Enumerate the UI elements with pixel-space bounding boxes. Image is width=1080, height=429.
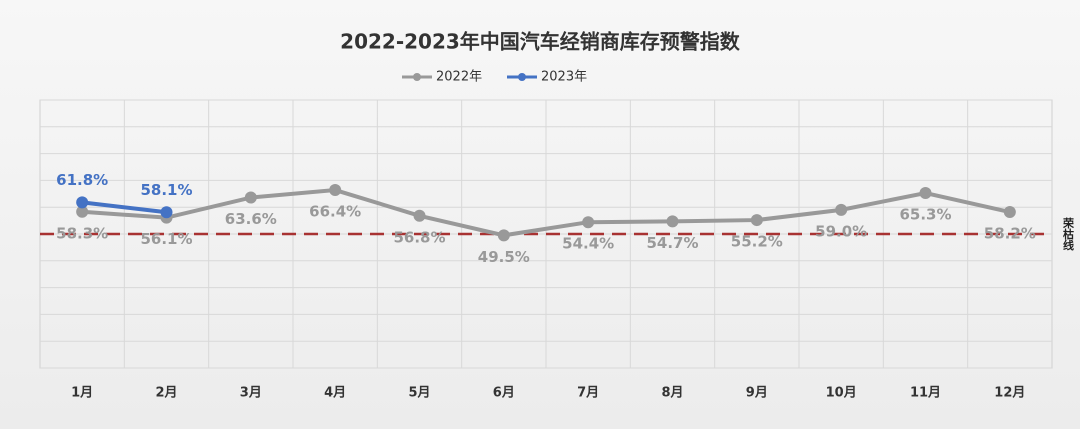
data-label: 58.1% — [140, 181, 192, 199]
data-point — [919, 186, 932, 199]
x-tick-label: 8月 — [661, 386, 683, 401]
x-tick-label: 5月 — [408, 386, 430, 401]
data-label: 49.5% — [478, 248, 530, 266]
x-tick-label: 9月 — [746, 386, 768, 401]
data-point — [413, 209, 426, 222]
x-tick-label: 10月 — [826, 386, 857, 401]
data-label: 54.7% — [646, 234, 698, 252]
legend-marker — [518, 73, 526, 81]
data-label: 63.6% — [225, 210, 277, 228]
data-point — [750, 214, 763, 227]
x-tick-label: 12月 — [994, 386, 1025, 401]
x-tick-label: 3月 — [240, 386, 262, 401]
x-tick-label: 2月 — [155, 386, 177, 401]
reference-label: 荣枯线 — [1062, 216, 1076, 251]
data-label: 61.8% — [56, 171, 108, 189]
x-tick-label: 6月 — [493, 386, 515, 401]
data-point — [1003, 206, 1016, 219]
x-tick-label: 1月 — [71, 386, 93, 401]
data-point — [244, 191, 257, 204]
data-point — [76, 205, 89, 218]
data-label: 56.1% — [140, 230, 192, 248]
data-point — [582, 216, 595, 229]
data-point — [160, 206, 173, 219]
x-tick-label: 7月 — [577, 386, 599, 401]
data-label: 54.4% — [562, 235, 614, 253]
legend-label: 2023年 — [541, 70, 587, 85]
data-point — [329, 184, 342, 197]
data-label: 65.3% — [899, 205, 951, 223]
data-label: 59.0% — [815, 222, 867, 240]
x-tick-label: 11月 — [910, 386, 941, 401]
data-point — [497, 229, 510, 242]
data-label: 66.4% — [309, 203, 361, 221]
legend-marker — [413, 73, 421, 81]
chart-title: 2022-2023年中国汽车经销商库存预警指数 — [340, 30, 741, 54]
data-point — [835, 203, 848, 216]
x-tick-label: 4月 — [324, 386, 346, 401]
data-label: 55.2% — [731, 233, 783, 251]
series-line — [81, 200, 167, 215]
data-label: 58.2% — [984, 225, 1036, 243]
data-point — [76, 196, 89, 209]
series-line — [82, 188, 1011, 238]
data-label: 56.8% — [393, 228, 445, 246]
data-point — [666, 215, 679, 228]
legend-label: 2022年 — [436, 70, 482, 85]
data-label: 58.3% — [56, 224, 108, 242]
